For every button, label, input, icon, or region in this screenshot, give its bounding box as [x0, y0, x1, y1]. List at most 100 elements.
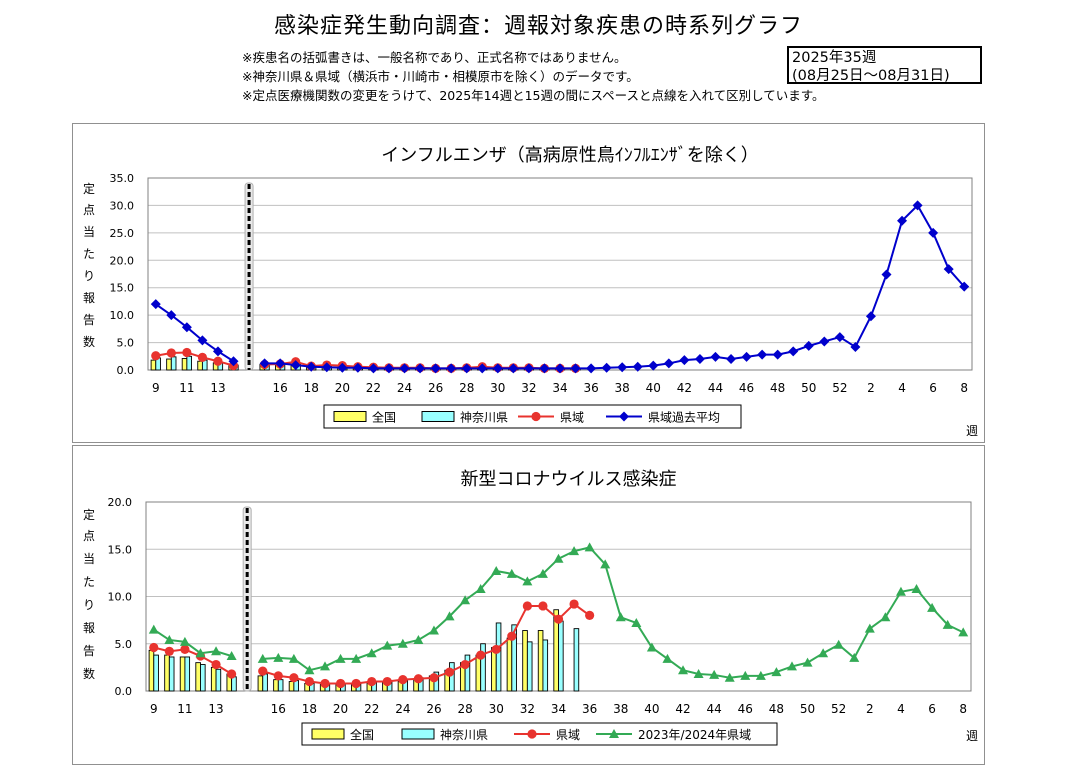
data-point [382, 676, 392, 687]
data-point [367, 676, 377, 687]
data-point [959, 281, 970, 292]
data-point [646, 642, 657, 652]
bar [475, 654, 482, 692]
data-point [197, 335, 208, 346]
data-point [555, 363, 565, 374]
data-point [663, 358, 674, 369]
x-tick-label: 28 [459, 381, 474, 395]
bar [153, 654, 159, 692]
legend-label: 県域 [560, 411, 584, 425]
y-axis-label-char: 当 [83, 225, 95, 239]
data-point [881, 269, 892, 280]
data-point [213, 356, 223, 366]
y-axis-label-char: 当 [83, 552, 95, 566]
y-tick-label: 5.0 [115, 638, 133, 651]
data-point [320, 678, 330, 689]
bar [148, 649, 155, 692]
bar [495, 622, 502, 692]
data-point [320, 661, 331, 671]
y-axis-label-char: 報 [83, 621, 95, 635]
data-point [523, 363, 534, 374]
chart-title: インフルエンザ（高病原性鳥ｲﾝﾌﾙｴﾝｻﾞを除く） [381, 145, 758, 166]
data-point [226, 651, 237, 661]
data-point [755, 670, 766, 680]
data-point [273, 652, 284, 662]
x-axis-label: 週 [966, 424, 978, 438]
x-tick-label: 48 [769, 702, 784, 716]
legend-label: 神奈川県 [440, 728, 488, 742]
data-point [679, 355, 690, 366]
x-tick-label: 2 [867, 381, 875, 395]
legend-marker [619, 411, 629, 422]
bar [200, 664, 206, 692]
data-point [880, 612, 891, 622]
legend-marker [609, 729, 619, 738]
note-line: ※定点医療機関数の変更をうけて、2025年14週と15週の間にスペースと点線を入… [242, 88, 825, 103]
bar [464, 654, 471, 692]
data-point [211, 659, 221, 670]
data-point [786, 661, 797, 671]
y-axis-label-char: り [83, 269, 95, 283]
data-point [741, 351, 752, 362]
x-tick-label: 9 [152, 381, 160, 395]
x-tick-label: 30 [490, 381, 505, 395]
legend-marker [527, 729, 537, 739]
y-tick-label: 15.0 [108, 543, 133, 556]
x-tick-label: 50 [800, 702, 815, 716]
y-tick-label: 15.0 [110, 282, 135, 295]
data-point [538, 601, 548, 611]
bar [181, 358, 188, 371]
data-point [460, 659, 470, 670]
x-tick-label: 32 [520, 702, 535, 716]
x-tick-label: 20 [333, 702, 348, 716]
y-axis-label-char: 告 [83, 313, 95, 327]
legend-label: 県域過去平均 [648, 411, 720, 425]
data-point [553, 553, 564, 563]
x-tick-label: 6 [928, 702, 936, 716]
bar [215, 668, 222, 692]
x-tick-label: 28 [457, 702, 472, 716]
data-point [569, 599, 579, 609]
series-1 [148, 542, 969, 682]
x-tick-label: 38 [613, 702, 628, 716]
x-tick-label: 46 [739, 381, 754, 395]
data-point [802, 657, 813, 667]
data-point [508, 363, 519, 374]
bar [491, 647, 497, 692]
data-point [491, 644, 501, 655]
x-tick-label: 44 [707, 702, 722, 716]
data-point [694, 354, 705, 365]
data-point [586, 363, 597, 374]
legend-label: 2023年/2024年県域 [638, 728, 751, 742]
legend-marker [531, 411, 541, 422]
legend-label: 全国 [350, 727, 374, 742]
y-axis-label-char: 点 [83, 203, 95, 217]
data-point [444, 611, 455, 621]
data-point [148, 624, 159, 634]
x-tick-label: 6 [929, 381, 937, 395]
y-axis-label-char: 定 [83, 507, 95, 522]
data-point [399, 363, 410, 374]
y-tick-label: 10.0 [110, 309, 135, 322]
data-point [710, 351, 721, 362]
data-point [834, 332, 845, 343]
y-axis-label-char: 数 [83, 666, 95, 681]
influenza-chart-panel: インフルエンザ（高病原性鳥ｲﾝﾌﾙｴﾝｻﾞを除く） 0.0 5.0 10.0 15.0 2… [72, 123, 985, 443]
data-point [803, 340, 814, 351]
bar [277, 679, 284, 692]
data-point [911, 583, 922, 593]
plot-frame [147, 177, 973, 371]
legend-swatch [421, 411, 455, 422]
data-point [537, 568, 548, 578]
covid-chart-panel: 新型コロナウイルス感染症 0.0 5.0 10.0 15.0 20.0 定点当たり報告数 9 1… [72, 445, 985, 765]
data-point [476, 650, 486, 660]
data-point [149, 642, 159, 653]
data-point [757, 349, 768, 360]
bar [184, 656, 191, 692]
data-point [351, 678, 361, 689]
data-point [895, 586, 906, 596]
data-point [491, 565, 502, 575]
data-point [366, 648, 377, 658]
report-week-box: 2025年35週 (08月25日～08月31日) [787, 46, 982, 84]
